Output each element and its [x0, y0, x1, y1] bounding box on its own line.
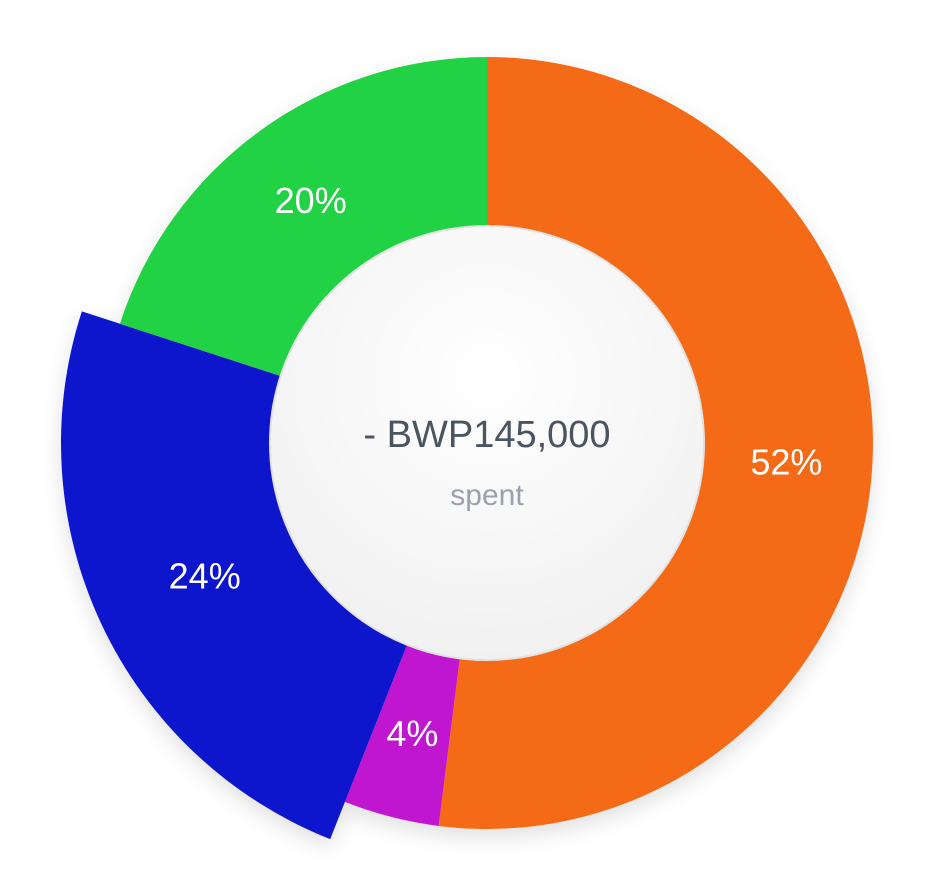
slice-labels: 52% 4% 24% 20%: [169, 180, 823, 754]
slice-label-3: 20%: [275, 180, 347, 221]
donut-center: [269, 225, 705, 661]
slice-label-1: 4%: [386, 713, 438, 754]
slice-label-2: 24%: [169, 555, 241, 596]
donut-slice-1[interactable]: [344, 644, 460, 826]
donut-slice-3[interactable]: [119, 57, 487, 376]
donut-slice-2[interactable]: [61, 311, 408, 840]
slice-label-0: 52%: [750, 441, 822, 482]
donut-slices: [61, 57, 873, 840]
total-amount: - BWP145,000: [363, 414, 610, 456]
total-caption: spent: [450, 479, 524, 512]
donut-slice-0[interactable]: [438, 57, 873, 829]
